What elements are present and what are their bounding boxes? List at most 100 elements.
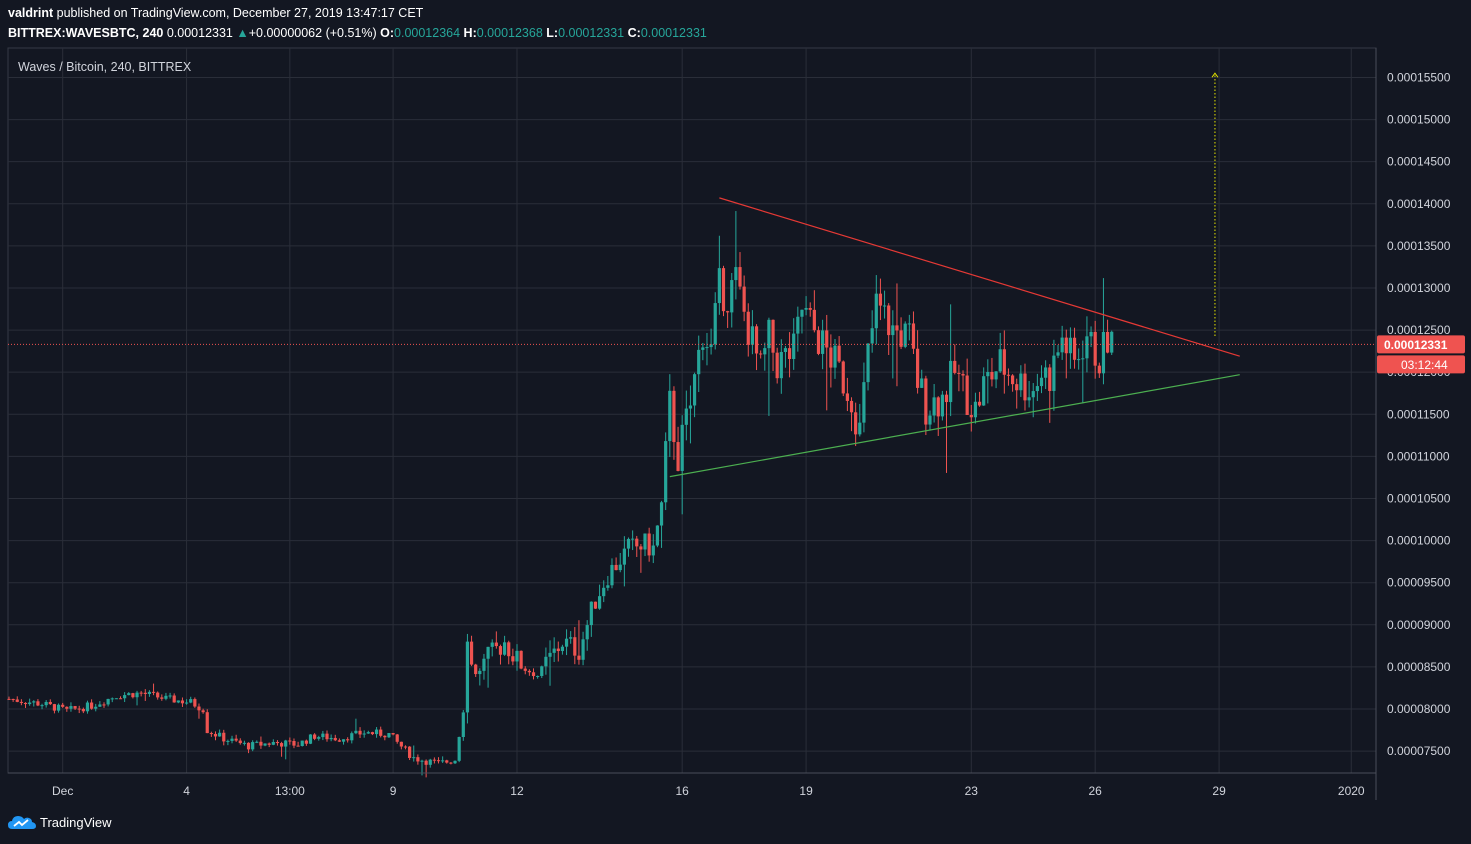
- candle-up: [28, 702, 32, 705]
- candle-down: [445, 760, 449, 763]
- tradingview-cloud-icon: [8, 816, 36, 829]
- candle-down: [969, 414, 973, 418]
- y-tick-label: 0.00011000: [1387, 449, 1450, 463]
- x-tick-label: Dec: [52, 784, 73, 798]
- candle-down: [957, 372, 961, 374]
- candle-down: [672, 390, 676, 443]
- candle-down: [313, 734, 317, 739]
- candle-down: [1072, 337, 1077, 360]
- candle-down: [812, 309, 816, 331]
- candle-up: [750, 326, 754, 345]
- candle-down: [825, 330, 829, 348]
- candle-up: [622, 548, 626, 565]
- candle-down: [614, 564, 618, 571]
- candle-up: [664, 441, 668, 503]
- candle-down: [383, 735, 387, 738]
- candle-up: [147, 691, 152, 694]
- open-value: 0.00012364: [394, 26, 461, 40]
- candle-up: [1031, 391, 1035, 398]
- candle-up: [994, 371, 998, 380]
- low-label: L:: [546, 26, 559, 40]
- candle-down: [936, 397, 940, 417]
- candle-down: [222, 732, 226, 742]
- candle-down: [1002, 349, 1006, 375]
- candle-up: [56, 704, 61, 711]
- candle-up: [949, 360, 953, 403]
- candle-up: [135, 692, 139, 698]
- candle-up: [569, 637, 573, 639]
- candle-up: [602, 587, 606, 597]
- y-tick-label: 0.00015000: [1387, 113, 1451, 127]
- candle-up: [164, 695, 168, 699]
- candle-up: [350, 733, 354, 741]
- candle-down: [436, 760, 441, 762]
- y-tick-label: 0.00013000: [1387, 281, 1451, 295]
- candle-up: [44, 701, 48, 706]
- candle-down: [90, 702, 94, 709]
- candle-up: [833, 345, 837, 368]
- candle-up: [713, 303, 717, 345]
- candle-down: [849, 400, 854, 413]
- candle-up: [1085, 336, 1089, 359]
- candle-up: [123, 695, 127, 699]
- candle-down: [77, 708, 81, 710]
- candle-down: [771, 319, 775, 353]
- candle-up: [1068, 337, 1073, 354]
- y-tick-label: 0.00009500: [1387, 576, 1451, 590]
- candle-up: [242, 742, 247, 744]
- candle-down: [746, 311, 750, 345]
- candle-down: [498, 646, 503, 655]
- up-triangle-icon: ▲: [236, 26, 249, 40]
- candle-down: [759, 353, 763, 355]
- candle-up: [300, 740, 304, 746]
- candle-up: [1019, 373, 1023, 391]
- candle-down: [1097, 365, 1101, 374]
- candle-down: [131, 693, 135, 698]
- candle-down: [990, 372, 994, 380]
- candle-up: [387, 733, 391, 738]
- candle-down: [358, 730, 362, 735]
- candle-down: [775, 352, 779, 379]
- candle-up: [998, 349, 1002, 372]
- candle-down: [399, 741, 403, 747]
- candle-up: [1101, 331, 1106, 374]
- candle-up: [284, 740, 288, 747]
- candle-down: [726, 311, 730, 313]
- candle-up: [701, 347, 705, 350]
- candle-up: [114, 698, 118, 700]
- candle-up: [597, 596, 602, 609]
- candle-down: [337, 740, 341, 742]
- candle-up: [354, 730, 358, 734]
- candle-up: [1039, 377, 1044, 387]
- candle-down: [81, 709, 85, 712]
- y-tick-label: 0.00009000: [1387, 618, 1451, 632]
- candle-up: [366, 732, 370, 734]
- candle-down: [1015, 384, 1019, 391]
- candle-up: [362, 733, 366, 735]
- candle-down: [1010, 375, 1015, 385]
- candle-up: [821, 330, 825, 354]
- candle-up: [668, 390, 672, 442]
- candle-up: [767, 319, 771, 349]
- candle-down: [754, 326, 759, 354]
- candle-down: [721, 268, 726, 312]
- candle-up: [110, 698, 114, 700]
- candle-up: [618, 564, 622, 571]
- close-value: 0.00012331: [640, 26, 707, 40]
- candle-up: [697, 349, 701, 375]
- candle-down: [1006, 374, 1011, 376]
- y-tick-label: 0.00013500: [1387, 239, 1451, 253]
- candle-up: [308, 734, 313, 744]
- close-label: C:: [627, 26, 641, 40]
- candle-up: [536, 675, 540, 677]
- y-tick-label: 0.00008500: [1387, 660, 1451, 674]
- candle-down: [391, 733, 395, 735]
- tradingview-logo[interactable]: TradingView: [8, 813, 112, 831]
- publisher-user[interactable]: valdrint: [8, 6, 54, 20]
- candle-down: [424, 760, 428, 765]
- chart-title: Waves / Bitcoin, 240, BITTREX: [18, 60, 192, 74]
- candle-up: [680, 424, 684, 471]
- candle-up: [218, 732, 222, 737]
- candle-up: [779, 351, 783, 379]
